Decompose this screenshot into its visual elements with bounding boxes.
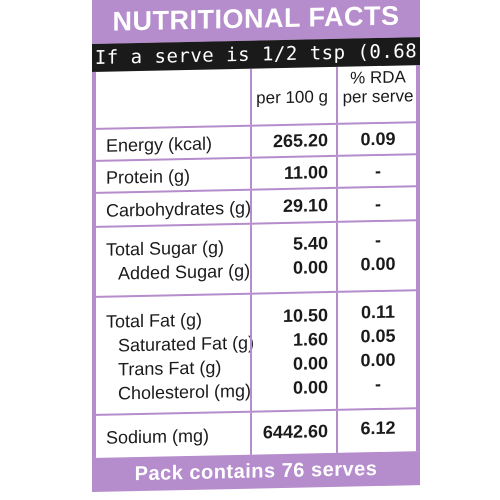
nutrition-label: NUTRITIONAL FACTS If a serve is 1/2 tsp … bbox=[92, 0, 430, 500]
table-row-sodium: Sodium (mg) 6442.60 6.12 bbox=[96, 409, 418, 458]
table-row-fats: Total Fat (g) Saturated Fat (g) Trans Fa… bbox=[96, 291, 418, 416]
table-header-row: per 100 g % RDA per serve bbox=[96, 65, 418, 130]
column-rda-header: % RDA per serve bbox=[336, 65, 418, 123]
pack-serves-footer: Pack contains 76 serves bbox=[92, 451, 420, 492]
table-row-sugars: Total Sugar (g) Added Sugar (g) 5.40 0.0… bbox=[96, 221, 418, 298]
nutrition-table: per 100 g % RDA per serve Energy (kcal) … bbox=[92, 65, 420, 458]
column-per100-header: per 100 g bbox=[250, 66, 334, 125]
